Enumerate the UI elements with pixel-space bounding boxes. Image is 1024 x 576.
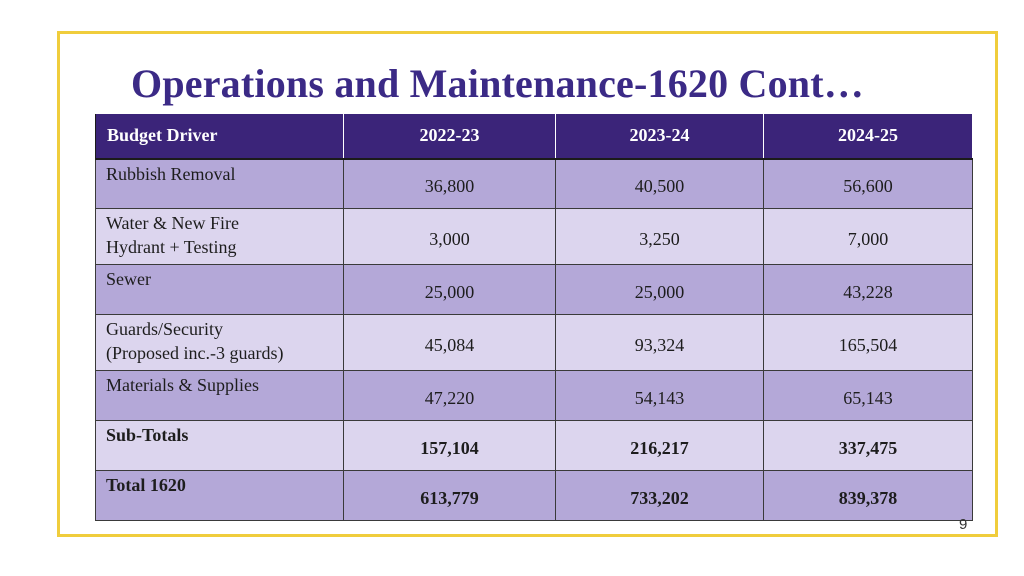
cell-value: 165,504	[763, 314, 973, 371]
cell-value: 839,378	[763, 470, 973, 521]
cell-value: 65,143	[763, 370, 973, 421]
table-row: Materials & Supplies 47,220 54,143 65,14…	[95, 370, 973, 421]
cell-value: 93,324	[555, 314, 764, 371]
table-row: Rubbish Removal 36,800 40,500 56,600	[95, 158, 973, 209]
budget-table: Budget Driver 2022-23 2023-24 2024-25 Ru…	[95, 113, 973, 521]
page-number: 9	[959, 516, 968, 533]
cell-value: 337,475	[763, 420, 973, 471]
cell-value: 56,600	[763, 158, 973, 209]
slide-title: Operations and Maintenance-1620 Cont…	[131, 61, 864, 106]
cell-value: 36,800	[343, 158, 556, 209]
row-label: Water & New Fire Hydrant + Testing	[95, 208, 344, 265]
cell-value: 157,104	[343, 420, 556, 471]
subtotal-row: Sub-Totals 157,104 216,217 337,475	[95, 420, 973, 471]
table-row: Guards/Security (Proposed inc.-3 guards) …	[95, 314, 973, 371]
row-label: Guards/Security (Proposed inc.-3 guards)	[95, 314, 344, 371]
cell-value: 7,000	[763, 208, 973, 265]
cell-value: 47,220	[343, 370, 556, 421]
cell-value: 613,779	[343, 470, 556, 521]
cell-value: 43,228	[763, 264, 973, 315]
cell-value: 733,202	[555, 470, 764, 521]
header-2024-25: 2024-25	[763, 113, 973, 160]
table-header-row: Budget Driver 2022-23 2023-24 2024-25	[95, 113, 973, 160]
slide-frame	[57, 31, 998, 537]
total-row: Total 1620 613,779 733,202 839,378	[95, 470, 973, 521]
row-label: Rubbish Removal	[95, 158, 344, 209]
header-budget-driver: Budget Driver	[95, 113, 344, 160]
cell-value: 45,084	[343, 314, 556, 371]
row-label: Sub-Totals	[95, 420, 344, 471]
cell-value: 25,000	[343, 264, 556, 315]
cell-value: 25,000	[555, 264, 764, 315]
cell-value: 3,250	[555, 208, 764, 265]
row-label: Total 1620	[95, 470, 344, 521]
row-label: Materials & Supplies	[95, 370, 344, 421]
cell-value: 3,000	[343, 208, 556, 265]
header-2023-24: 2023-24	[555, 113, 764, 160]
cell-value: 216,217	[555, 420, 764, 471]
table-row: Water & New Fire Hydrant + Testing 3,000 …	[95, 208, 973, 265]
cell-value: 54,143	[555, 370, 764, 421]
row-label: Sewer	[95, 264, 344, 315]
cell-value: 40,500	[555, 158, 764, 209]
header-2022-23: 2022-23	[343, 113, 556, 160]
table-row: Sewer 25,000 25,000 43,228	[95, 264, 973, 315]
